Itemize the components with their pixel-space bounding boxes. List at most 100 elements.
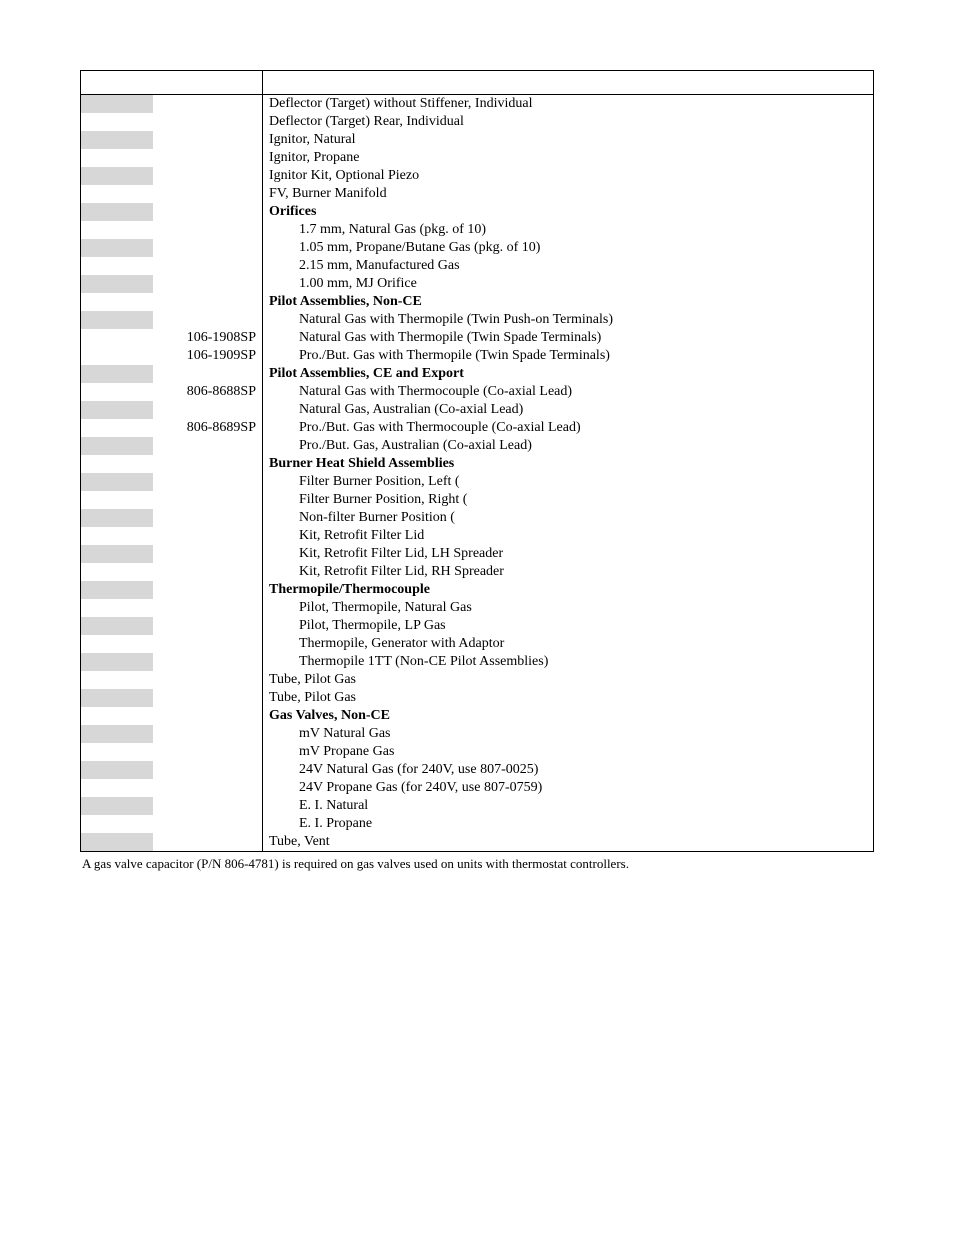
row-col1	[81, 815, 153, 833]
part-number: 106-1908SP	[153, 329, 263, 347]
table-header	[81, 71, 874, 95]
row-col1	[81, 545, 153, 563]
row-col1	[81, 347, 153, 365]
description: mV Natural Gas	[263, 725, 874, 743]
description-text: Natural Gas with Thermocouple (Co-axial …	[269, 383, 572, 401]
description-text: mV Propane Gas	[269, 743, 394, 761]
row-col1	[81, 473, 153, 491]
description-text: Tube, Pilot Gas	[269, 689, 356, 707]
part-number	[153, 635, 263, 653]
table-row: Tube, Pilot Gas	[81, 689, 874, 707]
description-text: mV Natural Gas	[269, 725, 391, 743]
row-col1	[81, 185, 153, 203]
description-text: Natural Gas with Thermopile (Twin Push-o…	[269, 311, 613, 329]
row-col1	[81, 131, 153, 149]
table-row: Filter Burner Position, Left (	[81, 473, 874, 491]
table-row: 106-1908SP Natural Gas with Thermopile (T…	[81, 329, 874, 347]
part-number	[153, 779, 263, 797]
description: Pilot, Thermopile, LP Gas	[263, 617, 874, 635]
description-text: Pilot, Thermopile, Natural Gas	[269, 599, 472, 617]
row-col1	[81, 689, 153, 707]
part-number	[153, 239, 263, 257]
table-row: Pilot, Thermopile, LP Gas	[81, 617, 874, 635]
part-number	[153, 707, 263, 725]
table-row: 806-8688SPNatural Gas with Thermocouple …	[81, 383, 874, 401]
description-text: 1.05 mm, Propane/Butane Gas (pkg. of 10)	[269, 239, 540, 257]
description-text: Deflector (Target) Rear, Individual	[269, 113, 464, 131]
description-text: 1.00 mm, MJ Orifice	[269, 275, 417, 293]
description: Gas Valves, Non-CE	[263, 707, 874, 725]
description-text: Orifices	[269, 203, 316, 221]
page: Deflector (Target) without Stiffener, In…	[0, 0, 954, 892]
table-row: Pilot Assemblies, CE and Export	[81, 365, 874, 383]
description-text: Ignitor Kit, Optional Piezo	[269, 167, 419, 185]
row-col1	[81, 257, 153, 275]
description-text: Tube, Pilot Gas	[269, 671, 356, 689]
table-row: Burner Heat Shield Assemblies	[81, 455, 874, 473]
table-row: 806-8689SPPro./But. Gas with Thermocoupl…	[81, 419, 874, 437]
row-col1	[81, 419, 153, 437]
row-col1	[81, 311, 153, 329]
table-row: 106-1909SPPro./But. Gas with Thermopile …	[81, 347, 874, 365]
description: Natural Gas with Thermopile (Twin Spade …	[263, 329, 874, 347]
description: 24V Propane Gas (for 240V, use 807-0759)	[263, 779, 874, 797]
description: Pilot, Thermopile, Natural Gas	[263, 599, 874, 617]
table-row: Pro./But. Gas, Australian (Co-axial Lead…	[81, 437, 874, 455]
part-number: 806-8689SP	[153, 419, 263, 437]
table-row: Kit, Retrofit Filter Lid, LH Spreader	[81, 545, 874, 563]
table-row: Natural Gas with Thermopile (Twin Push-o…	[81, 311, 874, 329]
part-number	[153, 455, 263, 473]
description: Thermopile 1TT (Non-CE Pilot Assemblies)	[263, 653, 874, 671]
description: Thermopile/Thermocouple	[263, 581, 874, 599]
table-row: mV Natural Gas	[81, 725, 874, 743]
table-row: 24V Natural Gas (for 240V, use 807-0025)	[81, 761, 874, 779]
part-number	[153, 833, 263, 852]
footnote: A gas valve capacitor (P/N 806-4781) is …	[80, 852, 874, 872]
table-row: Thermopile 1TT (Non-CE Pilot Assemblies)	[81, 653, 874, 671]
table-row: Filter Burner Position, Right (	[81, 491, 874, 509]
description: Ignitor, Natural	[263, 131, 874, 149]
table-row: Non-filter Burner Position (	[81, 509, 874, 527]
part-number	[153, 365, 263, 383]
description: Pro./But. Gas, Australian (Co-axial Lead…	[263, 437, 874, 455]
description-text: Pro./But. Gas with Thermopile (Twin Spad…	[269, 347, 610, 365]
part-number	[153, 257, 263, 275]
description: Filter Burner Position, Right (	[263, 491, 874, 509]
table-row: Thermopile, Generator with Adaptor	[81, 635, 874, 653]
table-row: Ignitor Kit, Optional Piezo	[81, 167, 874, 185]
row-col1	[81, 653, 153, 671]
description-text: Natural Gas with Thermopile (Twin Spade …	[269, 329, 601, 347]
row-col1	[81, 95, 153, 114]
description-text: 2.15 mm, Manufactured Gas	[269, 257, 460, 275]
description: Tube, Pilot Gas	[263, 671, 874, 689]
description-text: E. I. Natural	[269, 797, 368, 815]
description-text: Ignitor, Natural	[269, 131, 356, 149]
row-col1	[81, 383, 153, 401]
description-text: Filter Burner Position, Right (	[269, 491, 467, 509]
table-row: 1.00 mm, MJ Orifice	[81, 275, 874, 293]
description-text: Thermopile 1TT (Non-CE Pilot Assemblies)	[269, 653, 548, 671]
description: Deflector (Target) Rear, Individual	[263, 113, 874, 131]
part-number	[153, 617, 263, 635]
description-text: 1.7 mm, Natural Gas (pkg. of 10)	[269, 221, 486, 239]
part-number	[153, 653, 263, 671]
description-text: Pro./But. Gas, Australian (Co-axial Lead…	[269, 437, 532, 455]
row-col1	[81, 761, 153, 779]
row-col1	[81, 635, 153, 653]
row-col1	[81, 527, 153, 545]
part-number	[153, 563, 263, 581]
table-row: mV Propane Gas	[81, 743, 874, 761]
description: Pro./But. Gas with Thermopile (Twin Spad…	[263, 347, 874, 365]
row-col1	[81, 221, 153, 239]
part-number	[153, 95, 263, 114]
description-text: Non-filter Burner Position (	[269, 509, 455, 527]
description-text: 24V Natural Gas (for 240V, use 807-0025)	[269, 761, 538, 779]
description: Pro./But. Gas with Thermocouple (Co-axia…	[263, 419, 874, 437]
description-text: Burner Heat Shield Assemblies	[269, 455, 454, 473]
part-number	[153, 671, 263, 689]
row-col1	[81, 725, 153, 743]
description-text: Ignitor, Propane	[269, 149, 359, 167]
table-row: Pilot, Thermopile, Natural Gas	[81, 599, 874, 617]
row-col1	[81, 779, 153, 797]
table-row: Kit, Retrofit Filter Lid	[81, 527, 874, 545]
